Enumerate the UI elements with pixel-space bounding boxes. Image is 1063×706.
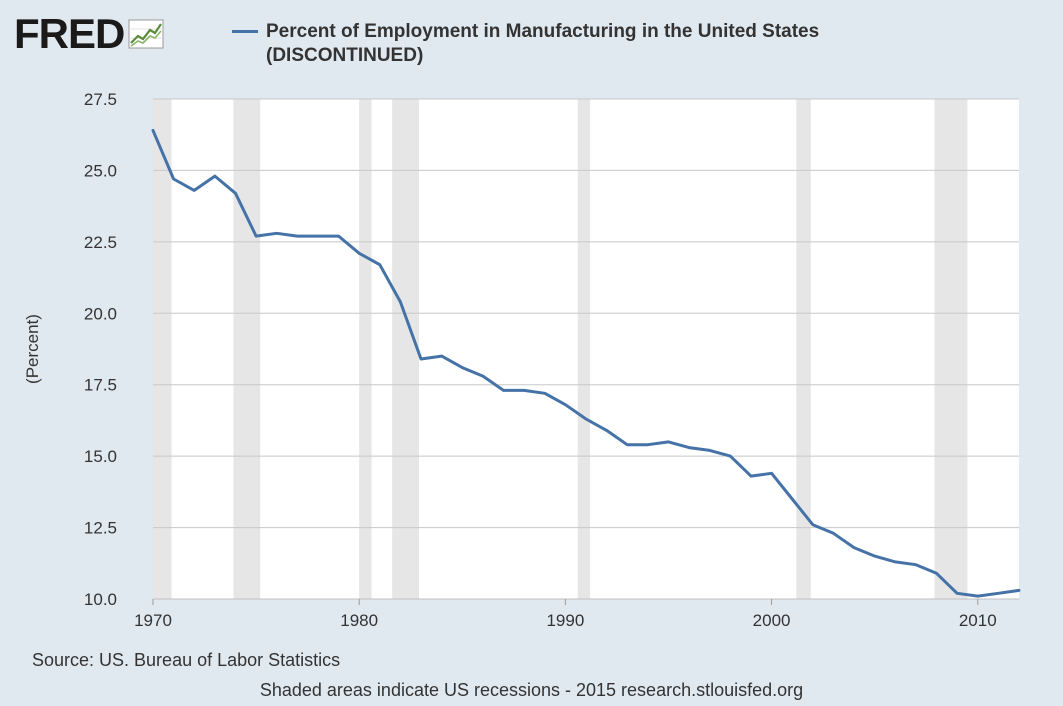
data-point <box>399 300 402 304</box>
chart-legend: Percent of Employment in Manufacturing i… <box>232 20 966 68</box>
data-point <box>275 232 278 235</box>
x-tick-label: 2000 <box>753 611 791 630</box>
data-point <box>461 366 464 369</box>
recession-band <box>153 99 172 599</box>
data-point <box>296 234 299 238</box>
recession-band <box>934 99 968 599</box>
data-point <box>151 129 155 132</box>
recession-band <box>233 99 261 599</box>
recession-band <box>577 99 591 599</box>
y-tick-label: 22.5 <box>84 233 117 252</box>
data-point <box>337 234 340 238</box>
tick-labels: 10.0 12.5 15.0 17.5 20.0 22.5 25.0 27.5 1970 1980… <box>23 90 997 630</box>
data-point <box>357 252 361 255</box>
y-tick-label: 10.0 <box>84 590 117 609</box>
source-text: Source: US. Bureau of Labor Statistics <box>32 650 341 670</box>
data-point <box>955 592 959 595</box>
x-tick-label: 1970 <box>134 611 172 630</box>
data-point <box>564 403 567 406</box>
recession-footnote: Shaded areas indicate US recessions - 20… <box>259 680 804 700</box>
data-point <box>708 449 711 452</box>
data-point <box>749 474 753 478</box>
recession-bands <box>153 99 1019 599</box>
data-point <box>687 446 691 449</box>
series-lines <box>151 128 1021 598</box>
data-point <box>626 443 629 446</box>
data-point <box>584 417 588 421</box>
data-point <box>852 546 856 549</box>
data-point <box>976 594 979 598</box>
data-point <box>646 443 650 446</box>
y-axis-title: (Percent) <box>23 314 42 384</box>
y-tick-label: 15.0 <box>84 447 117 466</box>
data-point <box>667 440 670 444</box>
logo-text: FRED <box>14 10 125 57</box>
y-tick-label: 12.5 <box>84 519 117 538</box>
data-point <box>522 389 526 392</box>
data-point <box>543 392 546 395</box>
axes <box>152 598 1019 605</box>
data-point <box>213 174 217 178</box>
data-point <box>419 357 423 361</box>
data-point <box>873 554 876 558</box>
recession-band <box>796 99 811 599</box>
data-point <box>234 192 237 195</box>
data-point <box>172 177 175 181</box>
y-tick-label: 20.0 <box>84 304 117 323</box>
data-point <box>997 592 1000 595</box>
recession-band <box>359 99 372 599</box>
data-point <box>502 389 505 392</box>
y-tick-label: 27.5 <box>84 90 117 109</box>
data-point <box>193 189 196 192</box>
data-point <box>316 234 320 238</box>
data-point <box>481 374 485 378</box>
y-tick-label: 17.5 <box>84 376 117 395</box>
data-point <box>440 354 443 358</box>
trend-chart-icon <box>128 19 164 49</box>
data-point <box>254 234 258 238</box>
recession-band <box>392 99 419 599</box>
data-point <box>894 560 897 564</box>
data-point <box>914 563 918 566</box>
data-point <box>811 523 815 526</box>
x-tick-label: 1990 <box>546 611 584 630</box>
data-point <box>770 472 773 475</box>
y-tick-label: 25.0 <box>84 161 117 180</box>
x-tick-label: 2010 <box>959 611 997 630</box>
fred-logo[interactable]: FRED <box>14 12 164 56</box>
x-tick-label: 1980 <box>340 611 378 630</box>
data-point <box>729 454 732 458</box>
data-point <box>790 497 794 501</box>
data-point <box>605 429 608 432</box>
data-point <box>832 532 835 535</box>
data-point <box>935 572 938 575</box>
data-point <box>378 263 382 266</box>
legend-swatch <box>232 30 258 33</box>
legend-series-name: Percent of Employment in Manufacturing i… <box>266 21 820 66</box>
data-point <box>1017 589 1021 592</box>
